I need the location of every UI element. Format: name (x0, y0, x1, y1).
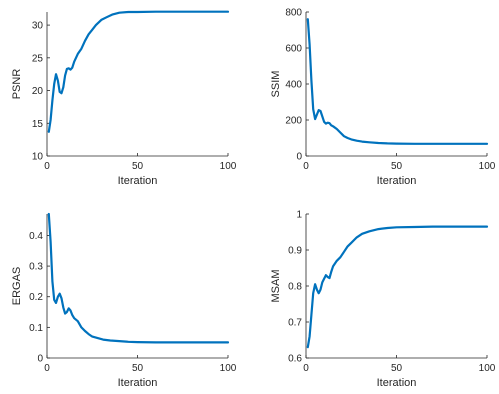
chart-3-y-tick-label: 0 (37, 354, 43, 365)
chart-1-x-tick-label: 0 (44, 161, 50, 172)
chart-1-y-tick-label: 30 (32, 21, 44, 32)
chart-4-x-tick-label: 0 (303, 363, 309, 374)
chart-4-y-tick-label: 1 (296, 210, 302, 221)
chart-4-x-axis-label: Iteration (377, 377, 417, 389)
chart-1-y-tick-label: 15 (32, 119, 44, 130)
chart-3-series-line (47, 212, 230, 344)
chart-2-y-tick-label: 600 (285, 44, 302, 55)
chart-3-x-axis-label: Iteration (118, 377, 158, 389)
chart-3-y-tick-label: 0.3 (29, 262, 43, 273)
chart-3-y-axis-label: ERGAS (11, 267, 23, 306)
chart-4-series-line (306, 225, 489, 349)
chart-4-x-tick-label: 50 (391, 363, 403, 374)
chart-2-x-tick-label: 0 (303, 161, 309, 172)
chart-3-x-tick-label: 50 (132, 363, 144, 374)
chart-3-y-tick-label: 0.2 (29, 292, 43, 303)
chart-2-series-line (306, 18, 489, 145)
chart-1-x-tick-label: 50 (132, 161, 144, 172)
chart-1-y-tick-label: 25 (32, 53, 44, 64)
chart-2-y-tick-label: 200 (285, 116, 302, 127)
chart-4-y-tick-label: 0.6 (288, 354, 302, 365)
chart-2-y-axis-label: SSIM (270, 71, 282, 98)
chart-3-y-tick-label: 0.1 (29, 323, 43, 334)
chart-4-y-axis-label: MSAM (270, 270, 282, 303)
chart-4-y-tick-label: 0.8 (288, 282, 302, 293)
chart-2-y-tick-label: 400 (285, 80, 302, 91)
chart-4-y-tick-label: 0.9 (288, 246, 302, 257)
chart-4-x-tick-label: 100 (479, 363, 496, 374)
chart-2-y-tick-label: 800 (285, 8, 302, 19)
chart-2-x-tick-label: 50 (391, 161, 403, 172)
chart-1-y-tick-label: 20 (32, 86, 44, 97)
chart-1-y-axis-label: PSNR (11, 69, 23, 100)
chart-1-x-tick-label: 100 (220, 161, 237, 172)
chart-2-x-axis-label: Iteration (377, 175, 417, 187)
chart-1: 0 50 100 10 15 20 25 30 Iteration PSNR (11, 10, 237, 187)
chart-2-y-tick-label: 0 (296, 152, 302, 163)
chart-3: 0 50 100 0 0.1 0.2 0.3 0.4 Iteration ERGAS (11, 212, 237, 389)
chart-2: 0 50 100 0 200 400 600 800 Iteration SSIM (270, 8, 496, 188)
chart-1-x-axis-label: Iteration (118, 175, 158, 187)
chart-4: 0 50 100 0.6 0.7 0.8 0.9 1 Iteration MSAM (270, 210, 496, 390)
chart-3-x-tick-label: 100 (220, 363, 237, 374)
chart-1-series-line (47, 10, 230, 133)
chart-3-x-tick-label: 0 (44, 363, 50, 374)
chart-2-x-tick-label: 100 (479, 161, 496, 172)
chart-4-y-tick-label: 0.7 (288, 318, 302, 329)
chart-1-y-tick-label: 10 (32, 152, 44, 163)
chart-3-y-tick-label: 0.4 (29, 231, 43, 242)
